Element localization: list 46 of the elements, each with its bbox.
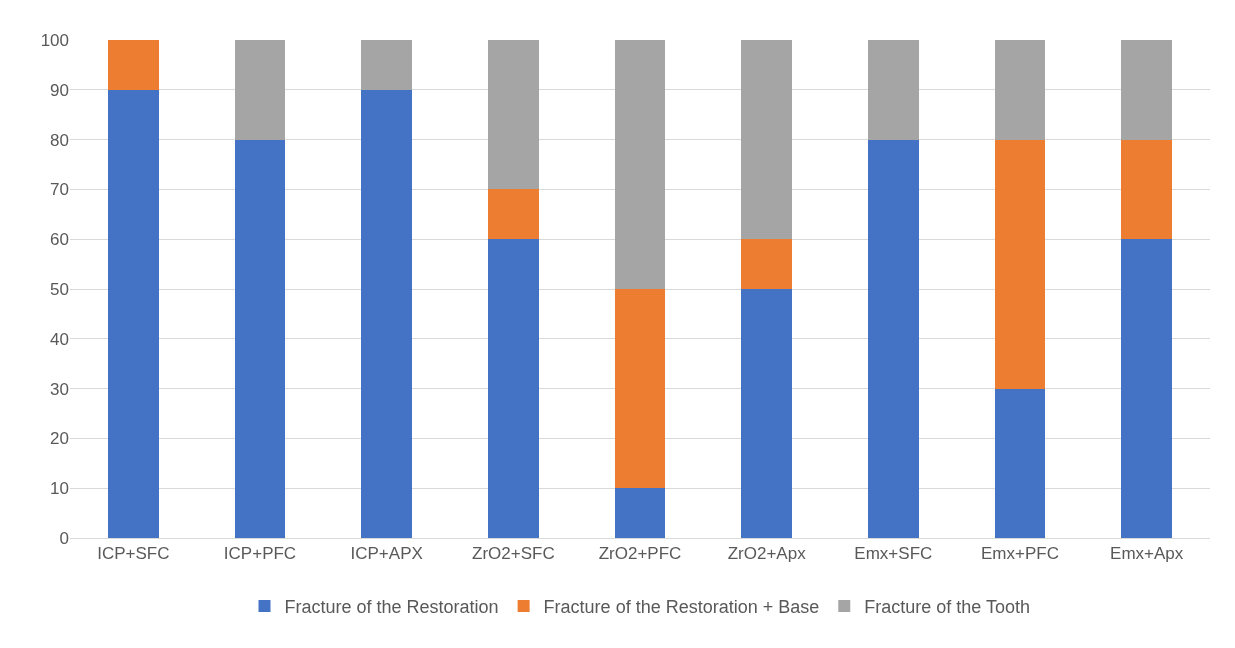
y-tick-label: 30: [50, 379, 69, 399]
bar: [614, 488, 666, 538]
bar: [994, 139, 1046, 389]
bar: [614, 40, 666, 289]
bar: [1121, 40, 1172, 140]
y-tick-label: 40: [50, 329, 69, 349]
bar: [1121, 139, 1172, 240]
y-tick-label: 70: [50, 180, 69, 200]
y-tick-label: 20: [50, 429, 69, 449]
y-tick-label: 80: [50, 130, 69, 150]
bar: [108, 40, 159, 90]
bar: [234, 139, 286, 538]
y-tick-label: 100: [40, 30, 69, 50]
x-tick-label: ZrO2+PFC: [598, 544, 682, 564]
bar: [868, 139, 919, 538]
legend-label: Fracture of the Restoration: [284, 597, 499, 618]
bar: [234, 40, 286, 140]
x-tick-label: ICP+SFC: [97, 544, 170, 564]
bar: [488, 40, 539, 190]
x-tick-label: ZrO2+Apx: [727, 544, 807, 564]
bar: [614, 289, 666, 489]
y-tick-label: 10: [50, 479, 69, 499]
bar: [741, 289, 792, 538]
y-tick-label: 0: [59, 528, 69, 548]
x-tick-label: ICP+PFC: [223, 544, 297, 564]
bar: [488, 189, 539, 240]
bar: [868, 40, 919, 140]
bar: [741, 239, 792, 289]
y-tick-label: 50: [50, 279, 69, 299]
y-tick-label: 60: [50, 230, 69, 250]
bar: [994, 40, 1046, 140]
bar: [1121, 239, 1172, 538]
bar: [361, 89, 412, 538]
legend-label: Fracture of the Restoration + Base: [543, 597, 820, 618]
legend-label: Fracture of the Tooth: [864, 597, 1031, 618]
x-tick-label: Emx+Apx: [1110, 544, 1184, 564]
bar: [488, 239, 539, 538]
y-tick-label: 90: [50, 80, 69, 100]
bar: [108, 89, 159, 538]
bar: [741, 40, 792, 240]
x-tick-label: ZrO2+SFC: [472, 544, 555, 564]
bar: [361, 40, 412, 90]
bar: [994, 388, 1046, 538]
x-tick-label: ICP+APX: [350, 544, 423, 564]
x-tick-label: Emx+PFC: [981, 544, 1059, 564]
x-tick-label: Emx+SFC: [854, 544, 933, 564]
